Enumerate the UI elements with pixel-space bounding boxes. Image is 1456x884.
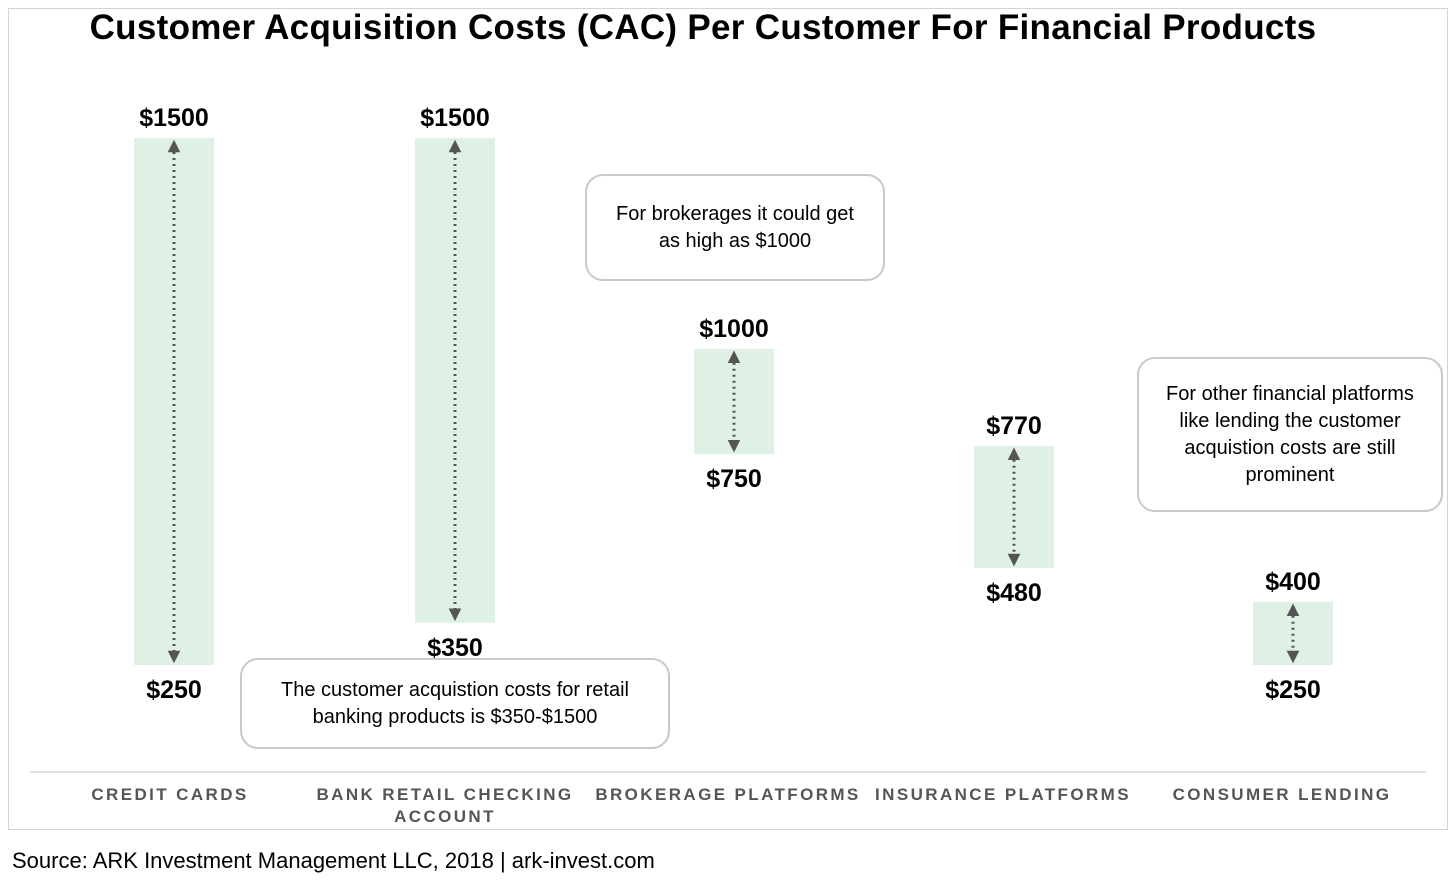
high-value-label: $1500 (420, 104, 490, 132)
low-value-label: $250 (146, 676, 202, 704)
category-label: CREDIT CARDS (91, 785, 248, 804)
high-value-label: $1000 (699, 315, 769, 343)
high-value-label: $770 (986, 412, 1042, 440)
high-value-label: $400 (1265, 568, 1321, 596)
category-label: BANK RETAIL CHECKING ACCOUNT (316, 785, 573, 826)
low-value-label: $250 (1265, 676, 1321, 704)
callout-lending: For other financial platforms like lendi… (1137, 357, 1443, 512)
category-label: BROKERAGE PLATFORMS (595, 785, 860, 804)
callout-retail-banking: The customer acquistion costs for retail… (240, 658, 670, 749)
chart-frame (8, 8, 1448, 830)
chart-title: Customer Acquisition Costs (CAC) Per Cus… (89, 8, 1317, 47)
low-value-label: $480 (986, 579, 1042, 607)
high-value-label: $1500 (139, 104, 209, 132)
low-value-label: $350 (427, 634, 483, 662)
range-bar (974, 445, 1054, 569)
source-note: Source: ARK Investment Management LLC, 2… (12, 848, 655, 873)
category-label: CONSUMER LENDING (1173, 785, 1392, 804)
callout-brokerage: For brokerages it could get as high as $… (585, 174, 885, 281)
low-value-label: $750 (706, 465, 762, 493)
category-label: INSURANCE PLATFORMS (875, 785, 1131, 804)
